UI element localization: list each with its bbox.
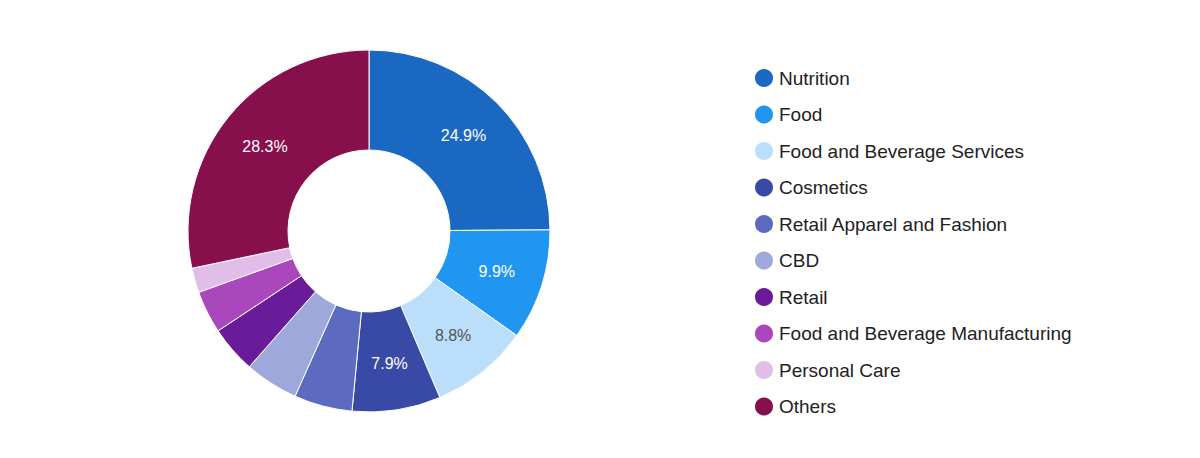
svg-text:CBD: CBD <box>779 250 819 271</box>
svg-text:9.9%: 9.9% <box>479 263 515 280</box>
svg-text:24.9%: 24.9% <box>441 127 486 144</box>
svg-text:Food and Beverage Manufacturin: Food and Beverage Manufacturing <box>779 323 1072 344</box>
svg-text:Personal Care: Personal Care <box>779 360 900 381</box>
svg-text:Nutrition: Nutrition <box>779 68 850 89</box>
svg-text:Food and Beverage Services: Food and Beverage Services <box>779 141 1024 162</box>
svg-text:Food: Food <box>779 104 822 125</box>
svg-text:7.9%: 7.9% <box>371 355 407 372</box>
svg-text:8.8%: 8.8% <box>435 327 471 344</box>
svg-text:Retail Apparel and Fashion: Retail Apparel and Fashion <box>779 214 1007 235</box>
svg-text:Retail: Retail <box>779 287 828 308</box>
svg-text:Cosmetics: Cosmetics <box>779 177 868 198</box>
svg-text:28.3%: 28.3% <box>242 138 287 155</box>
svg-text:Others: Others <box>779 396 836 417</box>
